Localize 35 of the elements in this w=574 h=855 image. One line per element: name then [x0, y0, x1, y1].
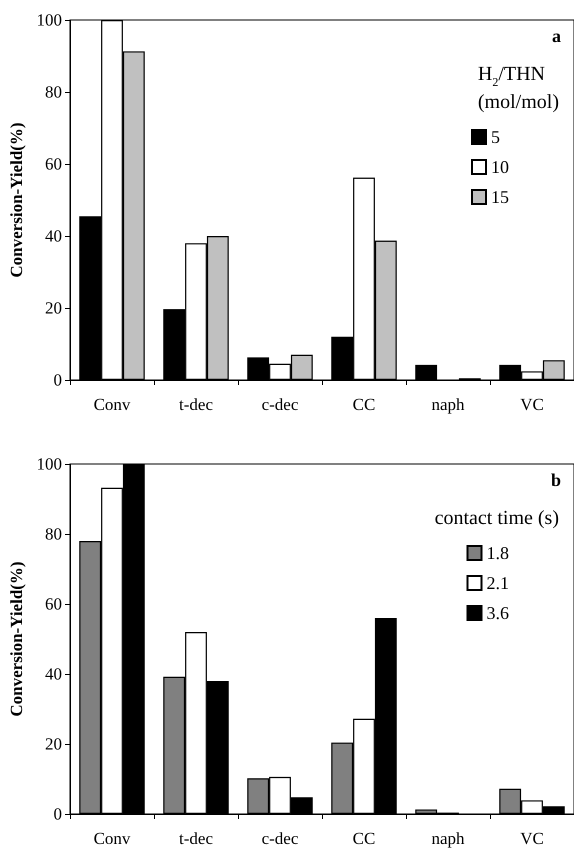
x-tick-label: c-dec	[262, 395, 299, 414]
x-tick-label: t-dec	[179, 829, 214, 848]
legend-label: 5	[491, 127, 500, 147]
annotation: b	[550, 470, 562, 490]
y-tick-label: 60	[45, 154, 62, 174]
x-tick-label: CC	[352, 829, 376, 848]
y-tick-label: 0	[54, 804, 62, 824]
y-tick-label: 100	[36, 10, 62, 30]
legend-title: contact time (s)	[434, 507, 560, 529]
annotation: a	[552, 26, 561, 46]
x-tick-label: VC	[520, 829, 544, 848]
x-tick-label: c-dec	[262, 829, 299, 848]
x-tick-label: CC	[352, 395, 376, 414]
y-tick-label: 20	[45, 734, 62, 754]
x-tick-label: naph	[431, 829, 466, 848]
y-tick-label: 80	[45, 524, 62, 544]
legend-label: 2.1	[486, 573, 509, 593]
x-tick-label: t-dec	[179, 395, 214, 414]
legend-label: 3.6	[486, 603, 509, 623]
y-tick-label: 0	[54, 370, 62, 390]
x-tick-label: naph	[431, 395, 466, 414]
y-tick-label: 80	[45, 82, 62, 102]
y-tick-label: 60	[45, 594, 62, 614]
x-tick-label: Conv	[94, 829, 131, 848]
x-tick-label: Conv	[94, 395, 131, 414]
y-axis-title: Conversion-Yield(%)	[7, 561, 26, 717]
y-axis-title: Conversion-Yield(%)	[7, 122, 26, 278]
x-tick-label: VC	[520, 395, 544, 414]
y-tick-label: 40	[45, 226, 62, 246]
legend-label: 10	[491, 157, 509, 177]
y-tick-label: 100	[36, 454, 62, 474]
legend-label: 1.8	[486, 543, 509, 563]
y-tick-label: 40	[45, 664, 62, 684]
y-tick-label: 20	[45, 298, 62, 318]
legend-label: 15	[491, 187, 509, 207]
